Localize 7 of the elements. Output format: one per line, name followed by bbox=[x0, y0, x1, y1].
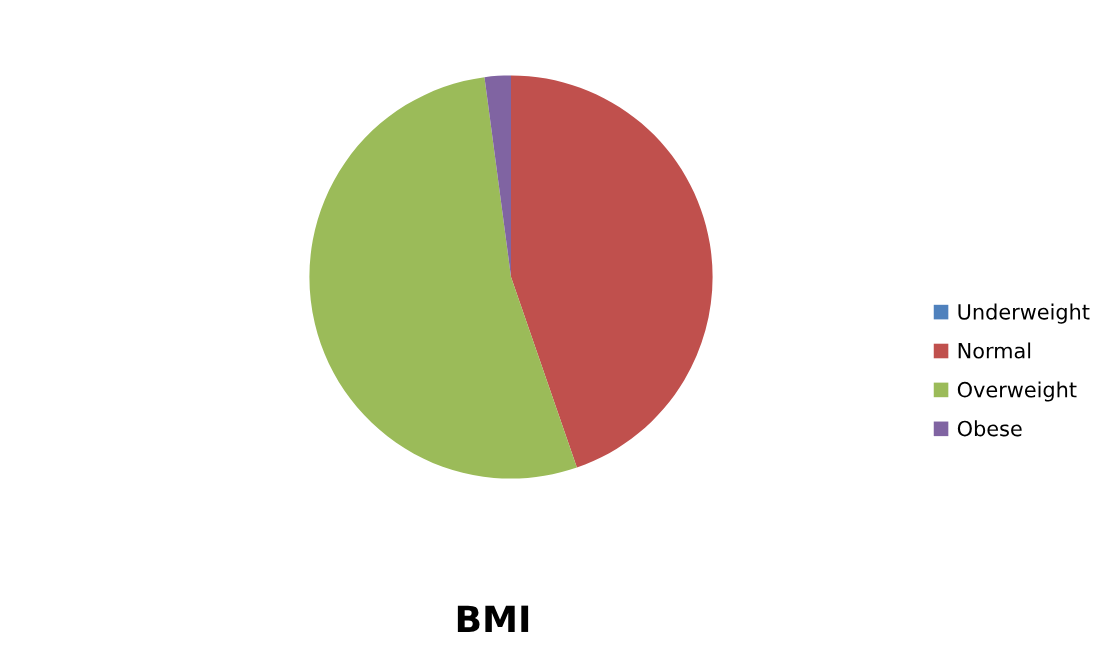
legend-label: Normal bbox=[958, 342, 1031, 359]
legend-label: Obese bbox=[957, 420, 1022, 437]
pie-slice bbox=[511, 75, 713, 468]
pie-slice bbox=[309, 77, 577, 479]
legend-label: Overweight bbox=[957, 381, 1077, 402]
text: BMI bbox=[457, 605, 529, 632]
legend-label: Underweight bbox=[958, 303, 1090, 324]
